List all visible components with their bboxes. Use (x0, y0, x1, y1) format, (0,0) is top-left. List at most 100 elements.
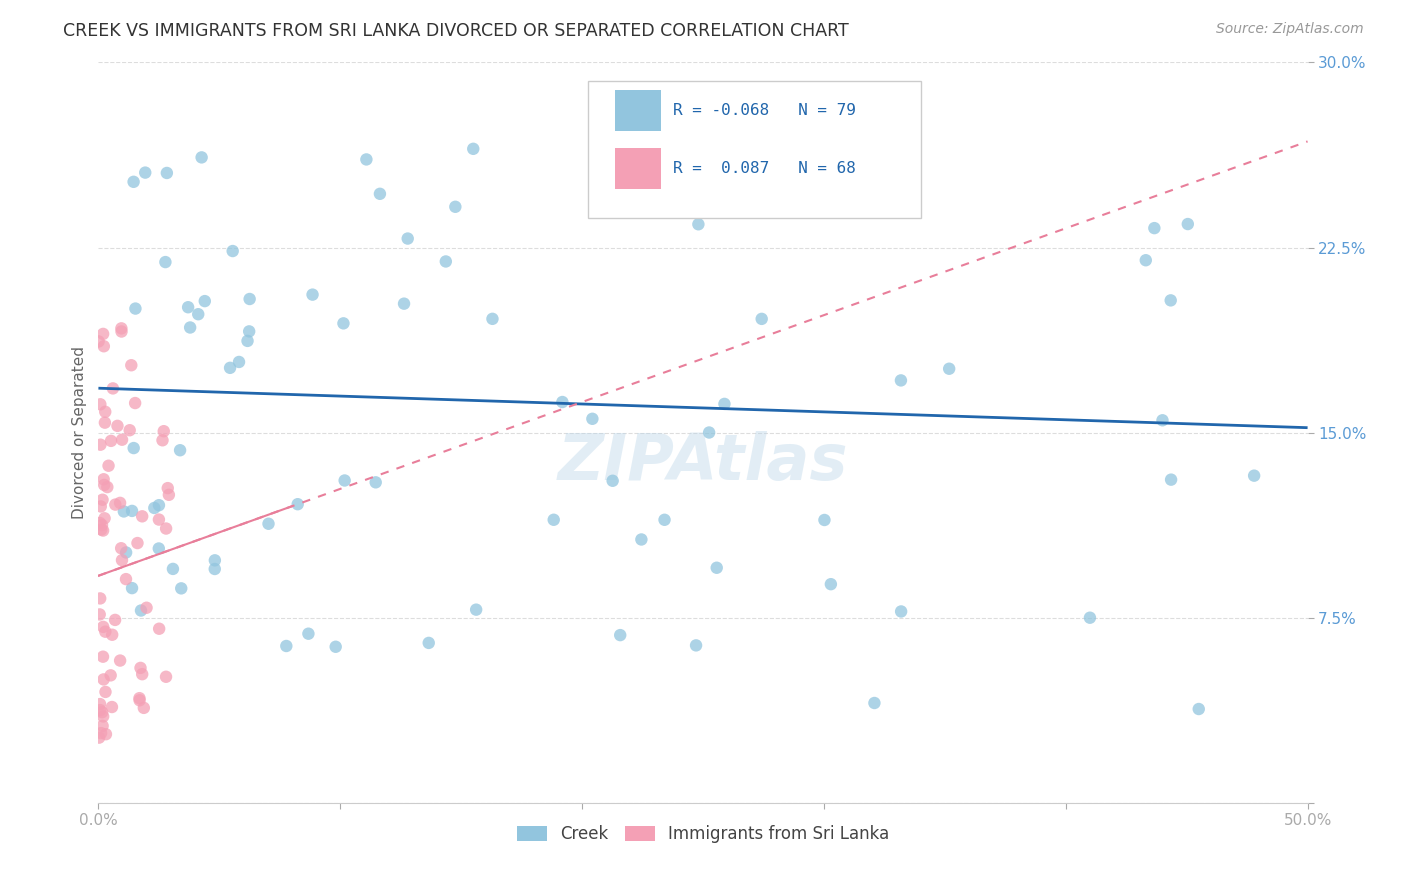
Point (131, 509, 153, 524)
Point (463, 142, 485, 156)
Text: Source: ZipAtlas.com: Source: ZipAtlas.com (1216, 22, 1364, 37)
Point (1152, 413, 1174, 427)
Point (630, 533, 652, 547)
Point (101, 628, 124, 642)
Point (356, 153, 378, 167)
Point (148, 512, 170, 526)
Point (204, 553, 226, 567)
Point (162, 562, 184, 576)
Point (124, 396, 146, 410)
Point (688, 217, 710, 231)
Point (1177, 217, 1199, 231)
Y-axis label: Divorced or Separated: Divorced or Separated (72, 346, 87, 519)
Point (93, 511, 115, 525)
Point (115, 545, 138, 559)
Point (156, 481, 179, 495)
Point (101, 381, 124, 395)
Point (187, 307, 209, 321)
Point (1135, 253, 1157, 268)
Point (148, 541, 170, 556)
Point (108, 496, 131, 510)
Point (91, 492, 114, 507)
Point (155, 255, 177, 269)
Point (543, 513, 565, 527)
Point (194, 294, 217, 309)
Point (890, 604, 912, 618)
Point (396, 231, 419, 245)
Point (236, 334, 259, 348)
Point (1078, 610, 1101, 624)
Point (89, 397, 111, 411)
Point (108, 654, 131, 668)
FancyBboxPatch shape (614, 90, 661, 131)
Point (434, 254, 457, 268)
Point (418, 636, 440, 650)
Point (124, 301, 146, 316)
Point (685, 639, 707, 653)
Point (364, 475, 387, 490)
Point (697, 425, 720, 440)
Point (91, 719, 114, 733)
Point (863, 696, 886, 710)
Point (368, 186, 391, 201)
Point (128, 691, 150, 706)
Point (444, 200, 467, 214)
Point (93, 339, 115, 353)
Point (122, 441, 145, 455)
Point (609, 628, 631, 642)
FancyBboxPatch shape (614, 148, 661, 188)
Point (122, 175, 145, 189)
Point (257, 516, 280, 531)
Point (129, 661, 152, 675)
Point (297, 626, 319, 640)
Point (89, 607, 111, 622)
Point (1160, 473, 1182, 487)
Point (111, 553, 134, 567)
Point (93, 478, 115, 492)
Point (221, 244, 243, 258)
Point (110, 321, 132, 335)
Point (204, 562, 226, 576)
Point (93, 472, 115, 486)
Point (87, 334, 110, 349)
Point (91, 705, 114, 719)
Point (111, 433, 134, 447)
Point (96, 480, 118, 494)
Point (90, 523, 112, 537)
Point (148, 622, 170, 636)
Point (118, 423, 141, 437)
Point (190, 150, 212, 164)
Point (287, 497, 309, 511)
Point (87, 731, 110, 745)
Point (121, 581, 143, 595)
Point (94, 416, 117, 430)
Point (89, 591, 111, 606)
Point (104, 498, 127, 512)
Point (706, 560, 728, 574)
Point (100, 668, 122, 682)
Point (152, 424, 174, 438)
Point (602, 474, 624, 488)
FancyBboxPatch shape (588, 81, 921, 218)
Point (654, 513, 676, 527)
Text: R = -0.068   N = 79: R = -0.068 N = 79 (672, 103, 856, 119)
Point (135, 600, 157, 615)
Point (143, 500, 166, 515)
Point (91, 518, 114, 533)
Point (333, 474, 356, 488)
Point (100, 434, 122, 448)
Point (110, 325, 132, 339)
Point (107, 418, 129, 433)
Point (110, 541, 132, 556)
Point (94, 685, 117, 699)
Point (238, 325, 260, 339)
Point (155, 522, 177, 536)
Text: CREEK VS IMMIGRANTS FROM SRI LANKA DIVORCED OR SEPARATED CORRELATION CHART: CREEK VS IMMIGRANTS FROM SRI LANKA DIVOR… (63, 22, 849, 40)
Point (91, 620, 114, 634)
Point (104, 613, 127, 627)
Point (301, 287, 323, 301)
Point (581, 412, 603, 426)
Point (177, 300, 200, 314)
Point (101, 700, 124, 714)
Point (614, 196, 637, 211)
